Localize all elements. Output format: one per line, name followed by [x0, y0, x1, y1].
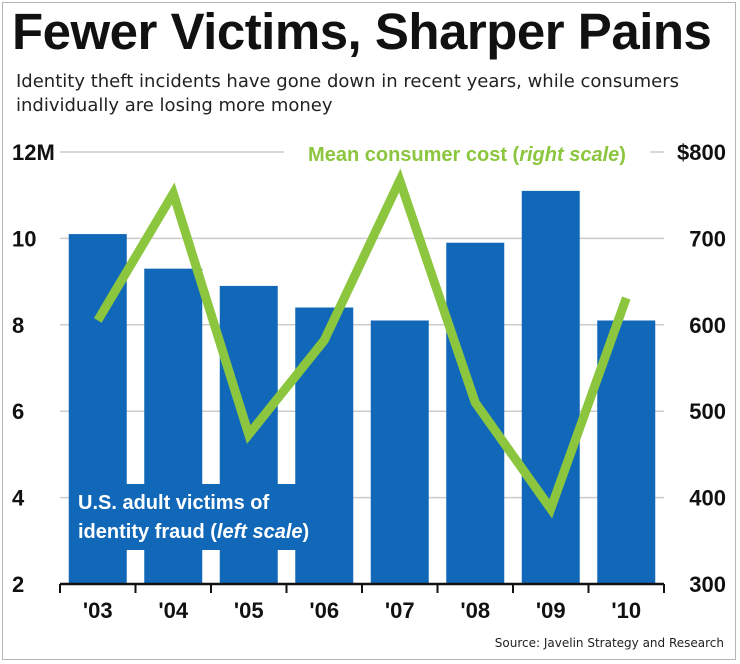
- left-tick-label: 2: [12, 572, 24, 597]
- x-tick-label: '03: [83, 598, 113, 623]
- chart-subtitle: Identity theft incidents have gone down …: [16, 71, 680, 116]
- cost-line: [93, 168, 631, 519]
- x-tick-label: '07: [385, 598, 415, 623]
- right-tick-label: 300: [689, 572, 726, 597]
- x-tick-label: '05: [234, 598, 264, 623]
- source-note: Source: Javelin Strategy and Research: [495, 636, 724, 650]
- x-tick-label: '10: [611, 598, 641, 623]
- cost-line-path: [93, 168, 631, 519]
- x-tick-label: '08: [460, 598, 490, 623]
- legends: Mean consumer cost (right scale) U.S. adu…: [70, 138, 650, 550]
- right-tick-label: 700: [689, 226, 726, 251]
- victims-bar: [446, 242, 505, 584]
- left-tick-label: 4: [12, 486, 25, 511]
- x-tick-label: '09: [536, 598, 566, 623]
- bar-legend-line1: U.S. adult victims of: [78, 492, 269, 514]
- bar-legend-backdrop: [70, 484, 342, 550]
- victims-bar: [370, 320, 429, 584]
- left-tick-label: 10: [12, 226, 36, 251]
- right-tick-label: 400: [689, 486, 726, 511]
- x-tick-label: '06: [309, 598, 339, 623]
- left-tick-label: 12M: [12, 140, 55, 165]
- axes: 2 4 6 8 10 12M 300 400 500 600 700 $800 '03 '04 '05 '06…: [12, 140, 726, 623]
- right-tick-label: 500: [689, 399, 726, 424]
- x-tick-label: '04: [158, 598, 188, 623]
- line-legend-label: Mean consumer cost (right scale): [308, 144, 626, 166]
- victims-bar: [521, 190, 580, 584]
- chart-title: Fewer Victims, Sharper Pains: [12, 3, 712, 60]
- left-tick-label: 8: [12, 313, 24, 338]
- left-tick-label: 6: [12, 399, 24, 424]
- line-legend-backdrop: [284, 138, 650, 168]
- bar-legend-line2: identity fraud (left scale): [78, 521, 309, 543]
- right-tick-label: $800: [677, 140, 726, 165]
- right-tick-label: 600: [689, 313, 726, 338]
